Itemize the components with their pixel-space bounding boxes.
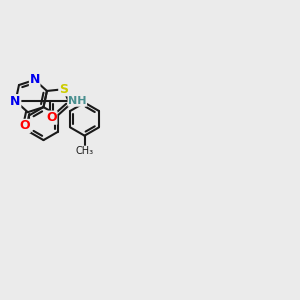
Text: CH₃: CH₃ [76, 146, 94, 156]
Text: O: O [20, 119, 30, 132]
Text: N: N [29, 74, 40, 86]
Text: NH: NH [68, 96, 86, 106]
Text: O: O [46, 111, 57, 124]
Text: N: N [11, 95, 21, 108]
Text: S: S [59, 83, 68, 96]
